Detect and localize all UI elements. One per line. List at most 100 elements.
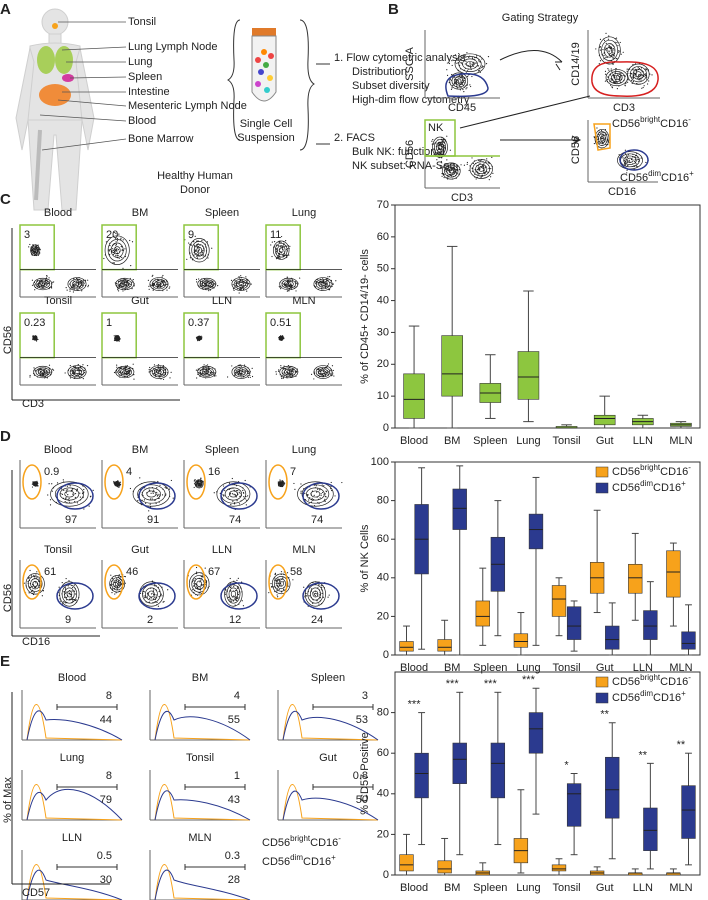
event-dot <box>294 489 295 490</box>
event-dot <box>288 290 289 291</box>
event-dot <box>198 250 199 251</box>
event-dot <box>620 42 621 43</box>
gate-percent: 0.51 <box>270 317 291 329</box>
event-dot <box>193 241 194 242</box>
event-dot <box>246 283 247 284</box>
event-dot <box>114 262 115 263</box>
event-dot <box>234 494 235 495</box>
event-dot <box>93 490 94 491</box>
organ-label: Blood <box>128 115 156 127</box>
event-dot <box>276 373 277 374</box>
event-dot <box>245 276 246 277</box>
contour <box>273 241 289 259</box>
legend-swatch <box>596 483 608 493</box>
event-dot <box>228 496 229 497</box>
gate-percent: 3 <box>24 229 30 241</box>
subset-label: CD56dimCD16+ <box>262 853 336 868</box>
event-dot <box>278 245 279 246</box>
tissue-label: Blood <box>44 207 72 219</box>
event-dot <box>203 255 204 256</box>
gate-percent: 0.3 <box>225 850 240 862</box>
event-dot <box>293 483 294 484</box>
event-dot <box>613 48 614 49</box>
subset-label: CD56brightCD16- <box>612 463 691 478</box>
event-dot <box>80 283 81 284</box>
event-dot <box>616 42 617 43</box>
organ-label: Bone Marrow <box>128 133 193 145</box>
event-dot <box>38 585 39 586</box>
event-dot <box>144 499 145 500</box>
event-dot <box>623 52 624 53</box>
event-dot <box>233 284 234 285</box>
event-dot <box>481 67 482 68</box>
x-tick-label: Lung <box>516 435 540 447</box>
event-dot <box>454 172 455 173</box>
gate-bracket <box>185 864 245 870</box>
event-dot <box>440 167 441 168</box>
event-dot <box>334 495 335 496</box>
event-dot <box>159 371 160 372</box>
event-dot <box>328 371 329 372</box>
event-dot <box>137 500 138 501</box>
event-dot <box>605 49 606 50</box>
event-dot <box>117 289 118 290</box>
event-dot <box>151 285 152 286</box>
box <box>567 784 581 827</box>
event-dot <box>159 596 160 597</box>
gate-percent: 0.23 <box>24 317 45 329</box>
organ-label: Spleen <box>128 71 162 83</box>
event-dot <box>304 493 305 494</box>
event-dot <box>124 283 125 284</box>
gate <box>221 483 257 509</box>
event-dot <box>200 579 201 580</box>
y-tick-label: 100 <box>371 456 389 468</box>
event-dot <box>57 482 58 483</box>
event-dot <box>327 597 328 598</box>
event-dot <box>279 479 280 480</box>
gate-percent: 43 <box>228 794 240 806</box>
y-tick-label: 0 <box>383 869 389 881</box>
legend-swatch <box>596 693 608 703</box>
x-tick-label: Blood <box>400 435 428 447</box>
event-dot <box>60 493 61 494</box>
event-dot <box>464 80 465 81</box>
event-dot <box>70 377 71 378</box>
event-dot <box>608 35 609 36</box>
contour <box>617 152 642 169</box>
axis-label: % of CD45+ CD14/19- cells <box>359 249 371 384</box>
event-dot <box>460 164 461 165</box>
x-tick-label: MLN <box>669 435 692 447</box>
event-dot <box>467 76 468 77</box>
event-dot <box>63 601 64 602</box>
event-dot <box>280 251 281 252</box>
event-dot <box>605 71 606 72</box>
event-dot <box>149 367 150 368</box>
event-dot <box>76 599 77 600</box>
event-dot <box>129 240 130 241</box>
event-dot <box>207 257 208 258</box>
event-dot <box>247 495 248 496</box>
event-dot <box>457 166 458 167</box>
event-dot <box>158 364 159 365</box>
x-tick-label: Lung <box>516 882 540 894</box>
event-dot <box>271 256 272 257</box>
event-dot <box>627 68 628 69</box>
event-dot <box>196 567 197 568</box>
event-dot <box>612 57 613 58</box>
event-dot <box>75 593 76 594</box>
event-dot <box>163 379 164 380</box>
box <box>529 514 543 549</box>
event-dot <box>119 486 120 487</box>
event-dot <box>243 285 244 286</box>
event-dot <box>70 594 71 595</box>
event-dot <box>460 62 461 63</box>
y-tick-label: 60 <box>377 533 389 545</box>
event-dot <box>325 496 326 497</box>
event-dot <box>110 585 111 586</box>
event-dot <box>87 286 88 287</box>
event-dot <box>319 489 320 490</box>
event-dot <box>248 377 249 378</box>
axis-label: CD56 <box>404 140 416 168</box>
event-dot <box>278 371 279 372</box>
event-dot <box>458 81 459 82</box>
